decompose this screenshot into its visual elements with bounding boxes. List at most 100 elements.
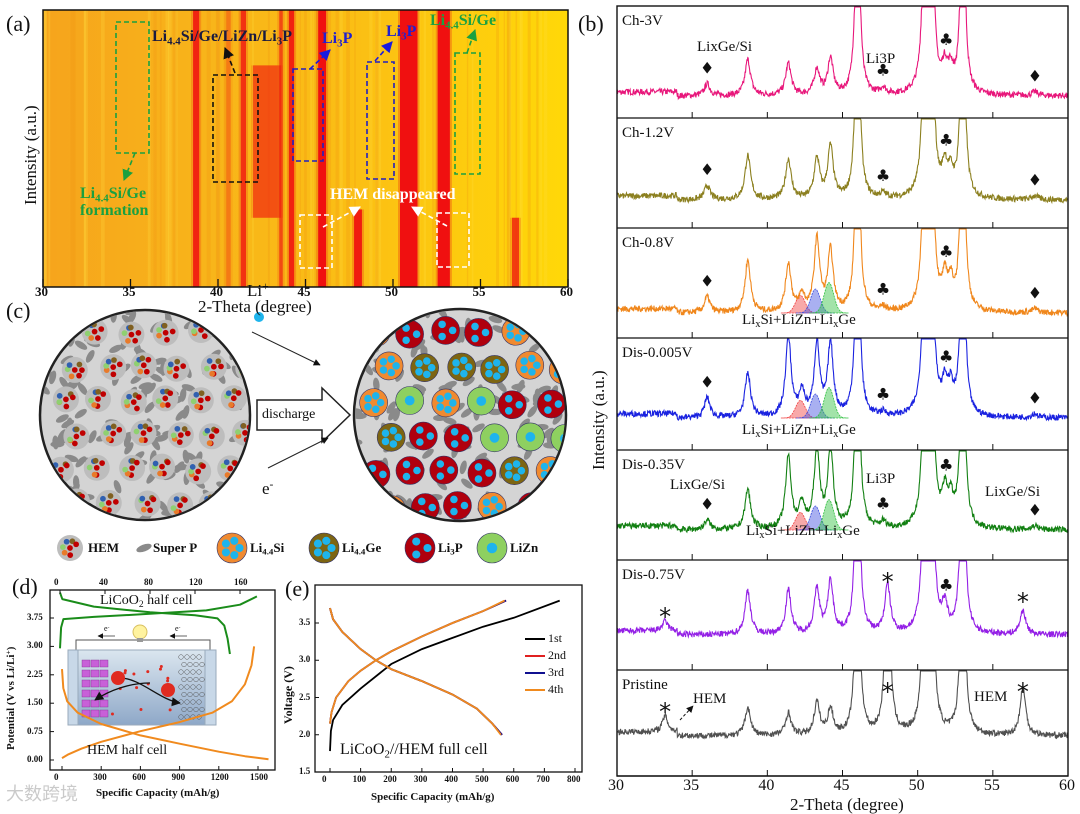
panel-e-xtick: 600	[505, 774, 520, 784]
fit-peak-LiZn	[795, 505, 835, 531]
heatmap-bands	[43, 10, 548, 287]
fit-peak-LiZn	[795, 288, 835, 314]
super-p-particle	[242, 315, 249, 330]
panel-a-xtick: 40	[210, 284, 223, 299]
curve-hem-discharge	[61, 669, 269, 761]
panel-a-xtick: 55	[472, 284, 486, 299]
super-p-particle	[88, 430, 97, 444]
legend-li44si: Li4.4Si	[250, 540, 285, 557]
heatmap-band	[354, 209, 362, 287]
super-p-particle	[488, 315, 503, 324]
panel-e-xtick: 0	[322, 774, 327, 784]
super-p-particle	[75, 456, 87, 468]
club-marker: ♣	[876, 166, 890, 185]
super-p-particle	[422, 448, 434, 459]
panel-d-ytick: 0.00	[27, 754, 43, 764]
ion-arrow-right	[119, 677, 181, 707]
li-ion-mascot-1	[111, 671, 125, 685]
diamond-marker: ♦	[1028, 283, 1042, 302]
super-p-particle	[546, 310, 558, 318]
hem-star-marker: *	[659, 698, 671, 726]
super-p-particle	[460, 407, 473, 418]
super-p-particle	[462, 376, 475, 387]
club-marker: ♣	[876, 385, 890, 404]
panel-b-xtick: 45	[833, 777, 850, 794]
super-p-particle	[504, 510, 512, 520]
heatmap-band	[288, 10, 295, 287]
super-p-particle	[528, 343, 541, 354]
super-p-particle	[154, 434, 169, 442]
super-p-particle	[459, 460, 467, 475]
hem-particles	[41, 311, 249, 519]
super-p-particle	[74, 408, 87, 419]
hem-arrow	[679, 705, 694, 721]
super-p-particle	[158, 500, 169, 513]
super-p-particle	[355, 508, 367, 517]
panel-a-xtick: 60	[560, 284, 573, 299]
annotation-black-box: Li4.4Si/Ge/LiZn/Li3P	[152, 28, 292, 48]
white-box-2	[436, 212, 470, 268]
annotation-green-box-right: Li4.4Si/Ge	[430, 12, 497, 32]
xrd-panel-name: Ch-0.8V	[622, 235, 675, 251]
particle-si	[377, 495, 406, 520]
super-p-particle	[149, 373, 163, 382]
black-box	[212, 74, 259, 183]
club-marker: ♣	[876, 280, 890, 299]
panel-d-top-xtick: 80	[144, 577, 153, 587]
diamond-marker: ♦	[1028, 66, 1042, 85]
super-p-particle	[374, 499, 389, 507]
super-p-particle	[145, 382, 156, 395]
curve-licoo2-charge	[59, 595, 258, 649]
super-p-particle	[234, 495, 242, 510]
panel-d-ytick: 0.75	[27, 725, 43, 736]
heatmap-band	[193, 10, 200, 287]
super-p-particle	[355, 494, 362, 502]
super-p-particle	[549, 316, 558, 330]
club-marker: ♣	[939, 30, 953, 49]
panel-d-ticks	[50, 590, 259, 770]
panel-b-ylabel: Intensity (a.u.)	[589, 370, 608, 470]
label-li3p: Li3P	[866, 51, 896, 67]
fit-peak-LiZn	[795, 393, 835, 419]
super-p-particle	[55, 414, 69, 423]
panel-a-xtick: 45	[297, 284, 311, 299]
super-p-particle	[47, 502, 61, 511]
super-p-particle	[59, 376, 69, 389]
panel-e-xtick: 300	[413, 774, 428, 784]
particle-ge	[548, 494, 565, 520]
panel-e-xtick: 200	[383, 774, 397, 784]
super-p-particle	[541, 512, 550, 520]
club-marker: ♣	[939, 130, 953, 149]
panel-c-label: (c)	[6, 298, 31, 323]
panel-b-xrd: ♦ ♣ ♣ ♦ ♦ ♣ ♣ ♦ ♦ ♣ ♣ ♦ ♦ ♣ ♣ ♦ ♦ ♣ ♣ ♦ * * ♣ * * * *	[616, 5, 1069, 777]
legend-label-1st: 1st	[548, 631, 563, 645]
panel-d-label: (d)	[12, 574, 38, 599]
white-box-1	[299, 214, 333, 269]
panel-d-ytick: 2.25	[27, 668, 43, 679]
diamond-marker: ♦	[700, 160, 714, 179]
annotation-formation: formation	[80, 202, 149, 219]
super-p-particle	[220, 512, 228, 519]
fit-peak-LixGe	[809, 387, 849, 419]
hem-star-marker: *	[1017, 678, 1029, 706]
panel-d-xtick: 300	[93, 772, 107, 782]
panel-e-ytick: 1.5	[299, 766, 311, 776]
super-p-particle	[49, 370, 57, 385]
panel-e-ytick: 3.5	[299, 617, 311, 627]
panel-e-legend	[525, 638, 545, 691]
super-p-particle	[67, 501, 75, 515]
super-p-particle	[228, 323, 243, 330]
heatmap-band	[437, 10, 450, 287]
super-p-particle	[113, 480, 122, 494]
panel-d-xlabel: Specific Capacity (mAh/g)	[96, 787, 220, 799]
super-p-particle	[526, 322, 541, 331]
particle-ge	[537, 316, 565, 346]
full-cell-label: LiCoO2//HEM full cell	[340, 741, 488, 761]
super-p-particle	[414, 339, 426, 351]
super-p-particle	[66, 509, 80, 519]
super-p-particle	[402, 511, 411, 520]
super-p-particle	[515, 310, 529, 315]
diamond-marker: ♦	[700, 372, 714, 391]
heatmap-band	[512, 217, 519, 287]
diamond-marker: ♦	[700, 59, 714, 78]
